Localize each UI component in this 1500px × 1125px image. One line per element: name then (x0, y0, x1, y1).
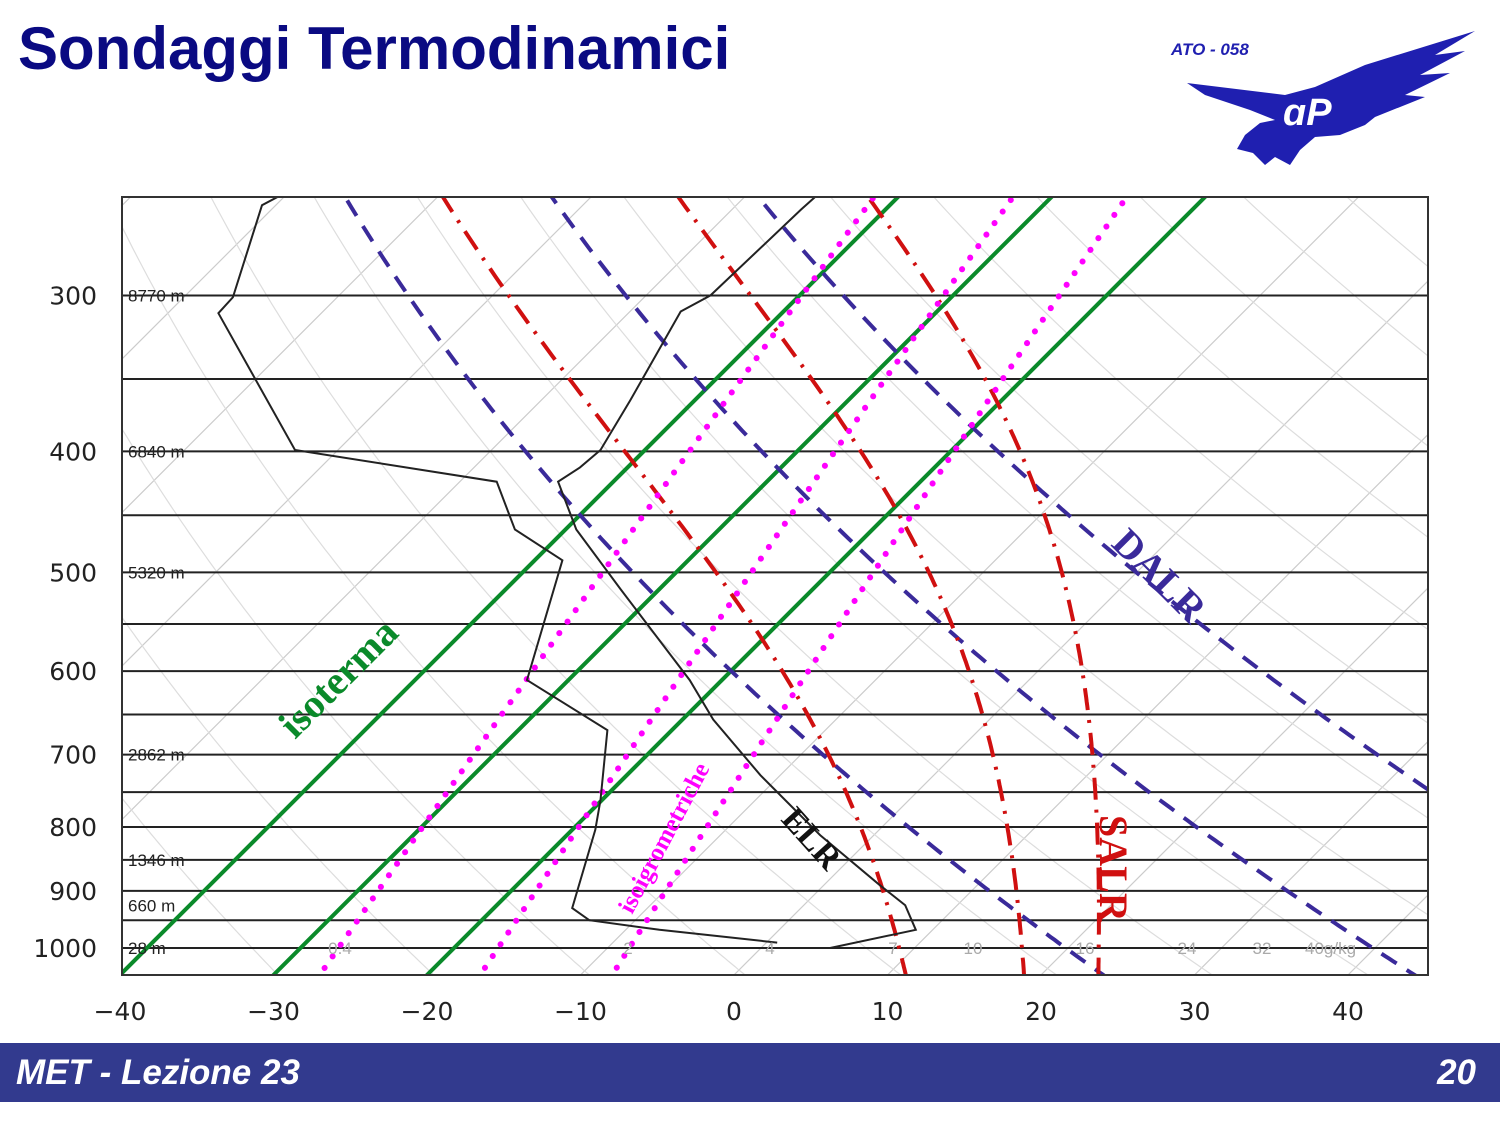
x-tick-label: 40 (1332, 997, 1364, 1026)
mixing-ratio-labels: 0.4 2 4 7 10 16 24 32 40g/kg (328, 939, 1356, 958)
isotherm-line (270, 197, 1055, 975)
bg-isotherm (122, 197, 592, 667)
isotherm-line (424, 197, 1208, 975)
bg-isotherm (122, 197, 285, 360)
plot-frame (121, 196, 1429, 976)
bg-isotherm (122, 197, 439, 514)
bg-dry-adiabat (122, 797, 279, 975)
label-salr: SALR (1091, 815, 1136, 923)
logo: ATO - 058 ɑP (1170, 31, 1475, 165)
isotherm-line (122, 197, 901, 975)
label-dalr: DALR (1104, 520, 1217, 633)
mixing-ratio-line (316, 197, 878, 975)
label-elr: ELR (774, 801, 849, 878)
y-tick-label: 600 (49, 657, 97, 686)
bg-dry-adiabat (933, 197, 1428, 631)
skew-t-diagram: 300 400 500 600 700 800 900 1000 −40 −30 −20 −10 0 1… (33, 175, 1500, 1026)
page-number: 20 (1437, 1053, 1476, 1092)
label-isoterma: isoterma (270, 609, 407, 746)
pressure-gridlines (122, 294, 1428, 949)
mixing-ratio-tick-label: 2 (623, 939, 632, 958)
y-tick-label: 700 (49, 741, 97, 770)
x-tick-label: −10 (554, 997, 607, 1026)
footer-bar: MET - Lezione 23 20 (0, 1043, 1500, 1102)
dry-adiabat-line (549, 197, 1419, 975)
moist-adiabat-line (675, 197, 1027, 975)
curves (122, 197, 1428, 975)
mixing-ratio-tick-label: 40g/kg (1305, 939, 1356, 958)
mixing-ratio-line (476, 197, 1017, 975)
height-labels: 8770 m 6840 m 5320 m 2862 m 1346 m 660 m 28 m (128, 286, 185, 958)
footer-lesson: MET - Lezione 23 (16, 1053, 300, 1092)
bg-isotherm (733, 280, 1428, 975)
bg-isotherm (886, 433, 1428, 975)
height-label: 2862 m (128, 746, 185, 765)
eagle-icon (1187, 31, 1475, 165)
mixing-ratio-tick-label: 32 (1253, 939, 1272, 958)
x-tick-label: −40 (94, 997, 147, 1026)
height-label: 6840 m (128, 442, 185, 461)
x-tick-label: −30 (247, 997, 300, 1026)
moist-adiabat-line (865, 197, 1101, 975)
logo-monogram: ɑP (1283, 92, 1332, 134)
height-label: 28 m (128, 939, 166, 958)
y-tick-label: 1000 (33, 934, 97, 963)
height-label: 8770 m (128, 286, 185, 305)
bg-dry-adiabat (1036, 197, 1428, 538)
elr-temperature-line (556, 197, 918, 949)
x-axis-ticks: −40 −30 −20 −10 0 10 20 30 40 (94, 997, 1364, 1026)
dry-adiabat-line (755, 197, 1428, 792)
y-tick-label: 400 (49, 437, 97, 466)
y-tick-label: 300 (49, 281, 97, 310)
mixing-ratio-tick-label: 16 (1076, 939, 1095, 958)
y-tick-label: 900 (49, 877, 97, 906)
bg-dry-adiabat (1424, 175, 1500, 980)
mixing-ratio-tick-label: 4 (765, 939, 774, 958)
bg-dry-adiabat (1139, 197, 1428, 447)
dewpoint-line (217, 197, 778, 944)
height-label: 1346 m (128, 851, 185, 870)
height-label: 660 m (128, 897, 175, 916)
x-tick-label: −20 (401, 997, 454, 1026)
x-tick-label: 30 (1179, 997, 1211, 1026)
bg-isotherm (122, 197, 746, 821)
mixing-ratio-tick-label: 7 (888, 939, 897, 958)
height-label: 5320 m (128, 563, 185, 582)
x-tick-label: 10 (872, 997, 904, 1026)
moist-adiabat-line (440, 197, 908, 975)
x-tick-label: 20 (1025, 997, 1057, 1026)
mixing-ratio-tick-label: 0.4 (328, 939, 352, 958)
mixing-ratio-tick-label: 24 (1178, 939, 1197, 958)
logo-text: ATO - 058 (1170, 40, 1249, 59)
slide-title: Sondaggi Termodinamici (18, 15, 731, 82)
y-tick-label: 500 (49, 558, 97, 587)
x-tick-label: 0 (726, 997, 742, 1026)
y-axis-ticks: 300 400 500 600 700 800 900 1000 (33, 281, 97, 963)
dry-adiabat-line (342, 197, 1107, 975)
mixing-ratio-tick-label: 10 (964, 939, 983, 958)
y-tick-label: 800 (49, 813, 97, 842)
bg-isotherm (1040, 587, 1428, 975)
